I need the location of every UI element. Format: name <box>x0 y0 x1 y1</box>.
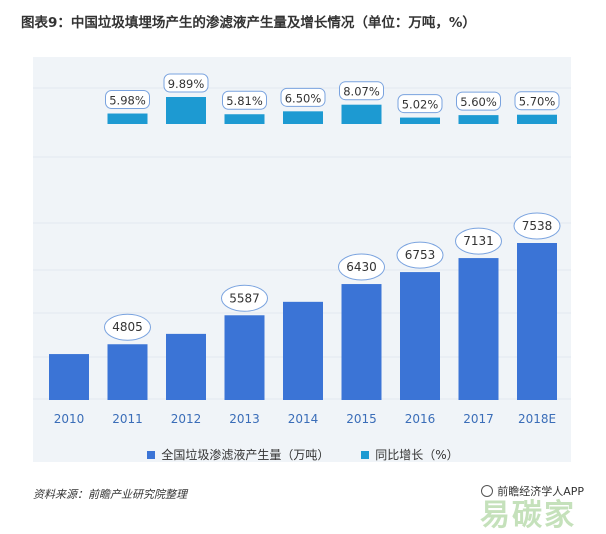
growth-value-label: 5.02% <box>402 98 439 112</box>
growth-bar <box>166 97 206 124</box>
x-tick-label: 2014 <box>288 412 319 426</box>
chart-title: 图表9：中国垃圾填埋场产生的渗滤液产生量及增长情况（单位：万吨，%） <box>21 15 476 31</box>
volume-label-bubble <box>513 212 561 240</box>
growth-bar <box>517 114 557 124</box>
volume-bar <box>49 354 89 400</box>
volume-bar <box>400 272 440 400</box>
growth-label-box <box>280 87 326 107</box>
source-note: 资料来源：前瞻产业研究院整理 <box>33 488 187 501</box>
growth-value-label: 8.07% <box>343 85 380 99</box>
volume-label-bubble <box>455 227 502 255</box>
volume-label-bubble <box>221 284 268 312</box>
x-tick-label: 2016 <box>405 412 436 426</box>
volume-label-bubble <box>104 313 151 341</box>
growth-label-box <box>222 90 267 110</box>
legend-item-growth: 同比增长（%） <box>361 446 459 463</box>
x-tick-label: 2017 <box>463 412 494 426</box>
volume-bar <box>283 301 323 400</box>
volume-label-bubble <box>338 253 385 281</box>
growth-label-box <box>456 91 501 111</box>
legend-item-volume: 全国垃圾渗滤液产生量（万吨） <box>147 446 329 463</box>
volume-bar <box>166 333 206 400</box>
legend: 全国垃圾渗滤液产生量（万吨） 同比增长（%） <box>0 446 606 463</box>
growth-bar <box>107 113 148 124</box>
app-logo-icon <box>481 485 494 497</box>
growth-label-box <box>105 90 150 110</box>
volume-value-label: 6430 <box>346 260 377 274</box>
growth-bar <box>458 115 499 124</box>
x-tick-label: 2018E <box>518 412 556 426</box>
growth-label-box <box>339 81 384 101</box>
growth-label-box <box>514 91 560 111</box>
volume-bar <box>341 284 382 400</box>
growth-bar <box>341 104 382 124</box>
volume-value-label: 7538 <box>522 219 553 233</box>
growth-value-label: 5.98% <box>109 94 146 108</box>
volume-bar <box>224 315 265 400</box>
volume-bar <box>517 243 557 400</box>
app-credit-text: 前瞻经济学人APP <box>497 485 584 498</box>
volume-bar <box>458 258 499 400</box>
growth-bar <box>283 111 323 124</box>
volume-label-bubble <box>396 241 444 269</box>
growth-label-box <box>163 73 209 93</box>
volume-value-label: 7131 <box>463 234 494 248</box>
x-tick-label: 2010 <box>54 412 85 426</box>
volume-value-label: 5587 <box>229 291 260 305</box>
x-tick-label: 2015 <box>346 412 377 426</box>
brand-watermark: 易碳家 <box>480 498 576 533</box>
legend-label-growth: 同比增长（%） <box>375 448 459 462</box>
growth-value-label: 6.50% <box>285 91 322 105</box>
x-tick-label: 2011 <box>112 412 143 426</box>
growth-value-label: 5.70% <box>519 95 556 109</box>
legend-swatch-growth <box>361 450 370 459</box>
legend-label-volume: 全国垃圾渗滤液产生量（万吨） <box>161 448 330 462</box>
volume-value-label: 6753 <box>405 248 436 262</box>
app-credit: 前瞻经济学人APP <box>481 483 584 499</box>
volume-value-label: 4805 <box>112 320 143 334</box>
volume-bar <box>107 344 148 400</box>
x-tick-label: 2012 <box>171 412 202 426</box>
growth-value-label: 5.81% <box>226 94 263 108</box>
growth-value-label: 9.89% <box>168 77 205 91</box>
chart-svg: 2010 4805 2011 2012 5587 2013 2014 6430 2015 6753… <box>33 73 571 426</box>
x-tick-label: 2013 <box>229 412 260 426</box>
growth-value-label: 5.60% <box>460 95 497 109</box>
legend-swatch-volume <box>147 450 156 459</box>
growth-bar <box>224 114 265 124</box>
growth-bar <box>400 117 440 124</box>
chart-area: 2010 4805 2011 2012 5587 2013 2014 6430 2015 6753… <box>33 57 571 462</box>
growth-label-box <box>397 94 443 114</box>
